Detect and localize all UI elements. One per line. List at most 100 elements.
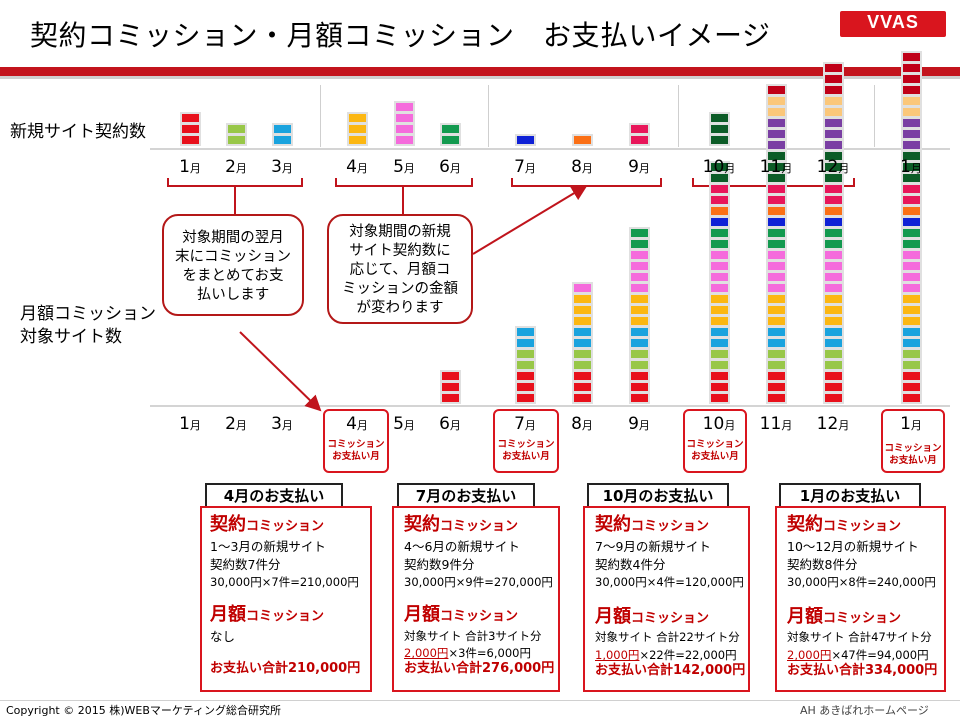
payment-month-box-october [683, 409, 747, 473]
target-site-block [822, 282, 844, 294]
target-site-block [765, 216, 787, 228]
target-site-block [765, 84, 787, 96]
arrow-to-q3 [472, 184, 588, 255]
target-site-block [708, 337, 730, 349]
month-label-top: 1月 [900, 157, 922, 177]
target-site-block [628, 293, 650, 305]
target-site-block [900, 227, 922, 239]
target-site-block [708, 260, 730, 272]
target-site-block [900, 205, 922, 217]
target-site-block [900, 161, 922, 173]
target-site-block [628, 260, 650, 272]
new-contract-block [628, 134, 650, 146]
target-site-block [900, 271, 922, 283]
target-site-block [628, 392, 650, 404]
target-site-block [708, 282, 730, 294]
target-site-block [900, 106, 922, 118]
month-label-bottom: 8月 [571, 414, 593, 434]
target-site-block [822, 293, 844, 305]
target-site-block [708, 359, 730, 371]
target-site-block [628, 337, 650, 349]
target-site-block [900, 183, 922, 195]
quarter-separator [320, 85, 321, 147]
target-site-block [900, 62, 922, 74]
target-site-block [514, 337, 536, 349]
target-site-block [900, 150, 922, 162]
card-tab-january: 1月のお支払い [779, 483, 921, 507]
target-site-block [514, 326, 536, 338]
payment-card-october: 契約コミッション 7～9月の新規サイト 契約数4件分 30,000円×4件=12… [583, 506, 750, 692]
target-site-block [822, 172, 844, 184]
monthly-commission-heading: 月額コミッション [210, 604, 325, 625]
target-site-block [765, 106, 787, 118]
month-label-top: 7月 [514, 157, 536, 177]
target-site-block [822, 370, 844, 382]
payment-month-label: コミッション お支払い月 [884, 443, 942, 466]
month-label-bottom: 4月 [346, 414, 368, 434]
target-site-block [628, 238, 650, 250]
target-site-block [765, 348, 787, 360]
card-total: お支払い合計142,000円 [595, 663, 746, 678]
card-line: 30,000円×7件=210,000円 [210, 575, 359, 589]
target-site-block [571, 337, 593, 349]
quarter-separator [488, 85, 489, 147]
target-site-block [900, 326, 922, 338]
target-site-block [900, 392, 922, 404]
target-site-block [822, 304, 844, 316]
target-site-block [765, 260, 787, 272]
target-site-block [708, 348, 730, 360]
target-site-block [765, 381, 787, 393]
target-site-block [822, 227, 844, 239]
new-contract-block [900, 134, 922, 146]
target-site-block [900, 216, 922, 228]
target-site-block [439, 381, 461, 393]
card-line: 対象サイト 合計3サイト分 [404, 629, 542, 643]
bracket-q2 [335, 178, 473, 187]
card-line: 契約数8件分 [787, 557, 858, 572]
target-site-block [822, 161, 844, 173]
monthly-commission-heading: 月額コミッション [787, 606, 902, 627]
target-site-block [628, 381, 650, 393]
payment-month-label: コミッション お支払い月 [327, 439, 385, 462]
new-contract-block [765, 112, 787, 124]
month-label-top: 5月 [393, 157, 415, 177]
card-total: お支払い合計276,000円 [404, 661, 555, 676]
target-site-block [514, 348, 536, 360]
target-site-block [628, 348, 650, 360]
target-site-block [900, 128, 922, 140]
target-site-block [765, 370, 787, 382]
new-contract-block [346, 123, 368, 135]
contract-commission-heading: 契約コミッション [404, 514, 519, 535]
month-label-top: 10月 [702, 157, 736, 177]
target-site-block [628, 249, 650, 261]
bracket-q3 [511, 178, 662, 187]
target-site-block [628, 304, 650, 316]
card-line: 30,000円×8件=240,000円 [787, 575, 936, 589]
footer-logo: AH あきばれホームページ [800, 704, 929, 717]
month-label-top: 1月 [179, 157, 201, 177]
target-site-block [822, 106, 844, 118]
target-site-block [900, 337, 922, 349]
target-site-block [900, 249, 922, 261]
target-site-block [708, 183, 730, 195]
target-site-block [822, 260, 844, 272]
payment-card-january: 契約コミッション 10～12月の新規サイト 契約数8件分 30,000円×8件=… [775, 506, 946, 692]
new-contract-block [271, 123, 293, 135]
target-site-block [900, 84, 922, 96]
target-site-block [708, 238, 730, 250]
card-line: なし [210, 629, 236, 644]
target-site-block [571, 370, 593, 382]
target-site-block [765, 172, 787, 184]
target-site-block [708, 194, 730, 206]
callout-payment-timing: 対象期間の翌月 末にコミッション をまとめてお支 払いします [162, 214, 304, 316]
target-site-block [708, 315, 730, 327]
target-site-block [822, 95, 844, 107]
new-contract-block [346, 134, 368, 146]
new-contract-block [900, 101, 922, 113]
target-site-block [822, 392, 844, 404]
new-contract-block [765, 134, 787, 146]
target-site-block [765, 282, 787, 294]
target-site-block [765, 392, 787, 404]
target-site-block [765, 194, 787, 206]
target-site-block [708, 293, 730, 305]
